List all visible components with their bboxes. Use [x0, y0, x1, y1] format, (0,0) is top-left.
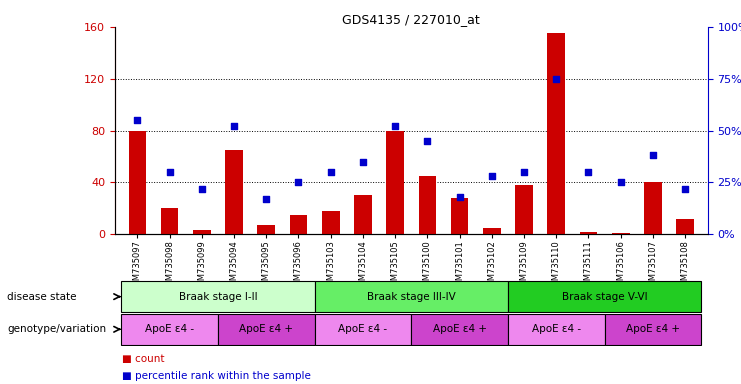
Bar [508, 314, 605, 345]
Text: genotype/variation: genotype/variation [7, 324, 107, 334]
Bar [315, 314, 411, 345]
Text: ApoE ε4 +: ApoE ε4 + [626, 324, 680, 334]
Bar [290, 215, 308, 234]
Title: GDS4135 / 227010_at: GDS4135 / 227010_at [342, 13, 480, 26]
Point [260, 196, 272, 202]
Bar [612, 233, 630, 234]
Point [518, 169, 530, 175]
Bar [605, 314, 701, 345]
Point [679, 185, 691, 192]
Bar [315, 281, 508, 312]
Point [486, 173, 498, 179]
Text: Braak stage III-IV: Braak stage III-IV [367, 291, 456, 302]
Point [293, 179, 305, 185]
Point [582, 169, 594, 175]
Bar [193, 230, 210, 234]
Bar [451, 198, 468, 234]
Point [131, 117, 143, 123]
Text: ■ count: ■ count [122, 354, 165, 364]
Bar [386, 131, 404, 234]
Point [228, 123, 240, 129]
Bar [225, 150, 243, 234]
Text: Braak stage V-VI: Braak stage V-VI [562, 291, 648, 302]
Bar [579, 232, 597, 234]
Text: ApoE ε4 -: ApoE ε4 - [532, 324, 581, 334]
Text: ApoE ε4 +: ApoE ε4 + [433, 324, 487, 334]
Text: Braak stage I-II: Braak stage I-II [179, 291, 257, 302]
Bar [419, 176, 436, 234]
Text: ■ percentile rank within the sample: ■ percentile rank within the sample [122, 371, 311, 381]
Point [325, 169, 336, 175]
Text: ApoE ε4 +: ApoE ε4 + [239, 324, 293, 334]
Point [389, 123, 401, 129]
Bar [411, 314, 508, 345]
Point [357, 159, 369, 165]
Bar [515, 185, 533, 234]
Bar [644, 182, 662, 234]
Bar [128, 131, 146, 234]
Point [164, 169, 176, 175]
Text: disease state: disease state [7, 291, 77, 302]
Bar [508, 281, 701, 312]
Text: ApoE ε4 -: ApoE ε4 - [145, 324, 194, 334]
Point [453, 194, 465, 200]
Bar [483, 228, 501, 234]
Bar [122, 314, 218, 345]
Bar [677, 219, 694, 234]
Point [422, 138, 433, 144]
Bar [122, 281, 315, 312]
Bar [548, 33, 565, 234]
Point [647, 152, 659, 159]
Bar [322, 211, 339, 234]
Point [196, 185, 207, 192]
Bar [257, 225, 275, 234]
Text: ApoE ε4 -: ApoE ε4 - [339, 324, 388, 334]
Point [551, 76, 562, 82]
Bar [161, 208, 179, 234]
Bar [218, 314, 315, 345]
Point [615, 179, 627, 185]
Bar [354, 195, 372, 234]
